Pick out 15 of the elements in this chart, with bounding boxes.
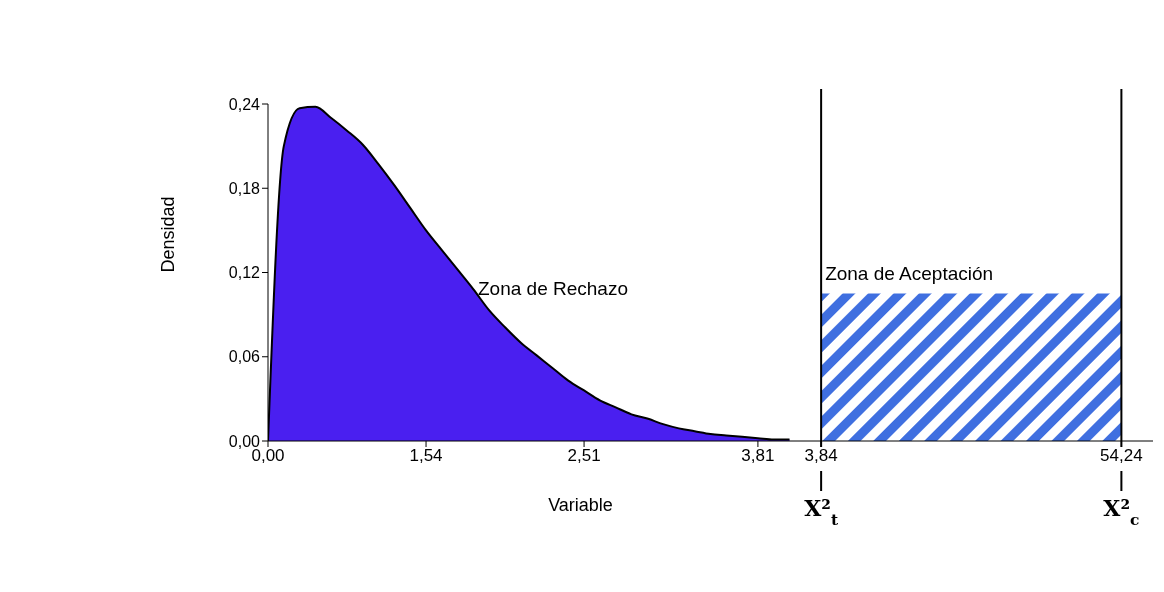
y-axis-title: Densidad: [158, 196, 179, 273]
x-tick-label: 2,51: [567, 446, 601, 466]
y-tick-label: 0,06: [228, 348, 261, 366]
x-tick-label: 54,24: [1100, 446, 1143, 466]
ref-line-label: X²$_{c}$: [1103, 495, 1140, 529]
annotation: Zona de Rechazo: [478, 278, 628, 300]
x-tick-label: 3,84: [804, 446, 838, 466]
y-tick-label: 0,24: [228, 95, 261, 113]
x-axis-title: Variable: [548, 495, 613, 515]
y-tick-label: 0,18: [228, 179, 261, 197]
ref-line-label: X²$_{t}$: [804, 495, 839, 529]
x-tick-label: 3,81: [741, 446, 775, 466]
y-tick-label: 0,12: [228, 264, 261, 282]
x-tick-label: 1,54: [409, 446, 443, 466]
annotation: Zona de Aceptación: [825, 262, 994, 284]
